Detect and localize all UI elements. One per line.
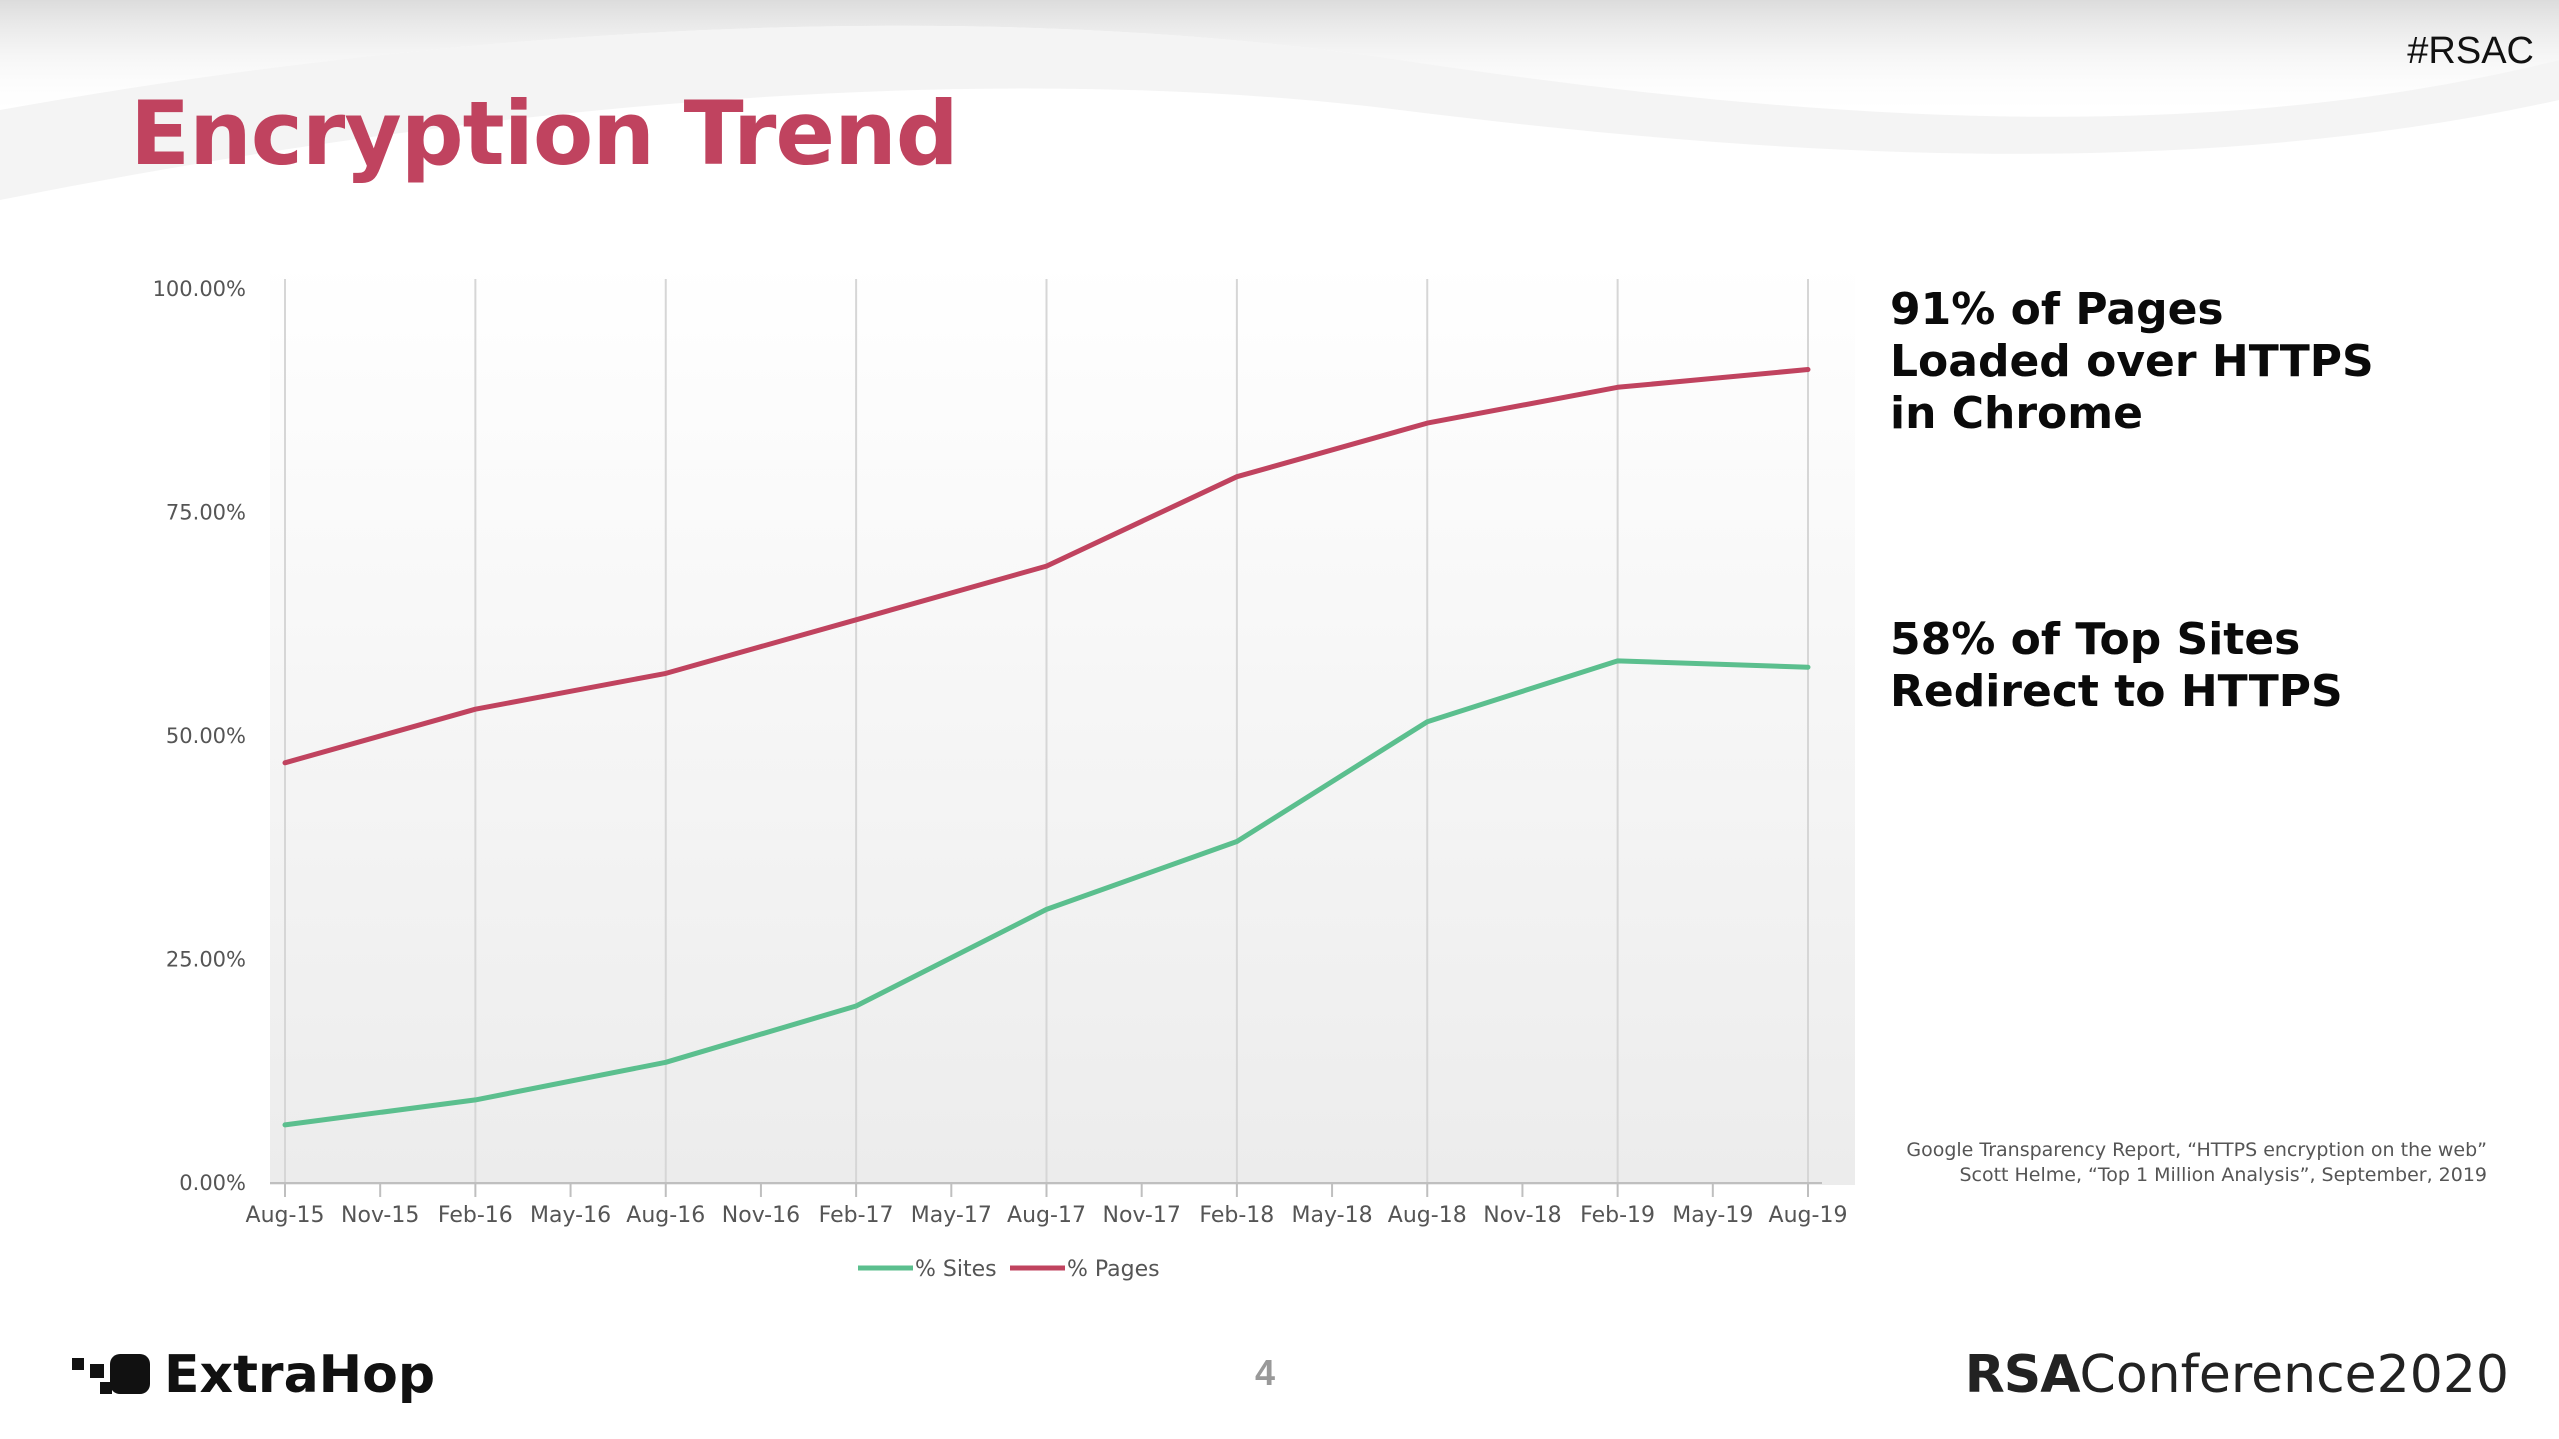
x-tick-label: May-19 (1672, 1203, 1753, 1228)
conference-wordmark: Conference2020 (2079, 1345, 2509, 1405)
plot-area (270, 260, 1855, 1185)
x-tick-label: May-17 (911, 1203, 992, 1228)
callout-sites-line: Redirect to HTTPS (1890, 666, 2343, 717)
rsa-wordmark: RSA (1964, 1345, 2081, 1405)
x-tick-label: Feb-16 (438, 1203, 513, 1228)
extrahop-mark-icon (72, 1354, 150, 1394)
source-line: Google Transparency Report, “HTTPS encry… (1906, 1139, 2487, 1161)
extrahop-logo: ExtraHop (72, 1340, 435, 1410)
callout-pages-line: 91% of Pages (1890, 284, 2224, 335)
extrahop-wordmark: ExtraHop (164, 1345, 436, 1405)
x-tick-label: Nov-17 (1103, 1203, 1181, 1228)
background-swoosh (0, 0, 2559, 201)
slide-title: Encryption Trend (130, 82, 959, 185)
x-tick-label: Nov-18 (1483, 1203, 1561, 1228)
x-tick-label: Aug-16 (626, 1203, 705, 1228)
x-tick-label: Aug-18 (1388, 1203, 1467, 1228)
legend-label: % Pages (1067, 1257, 1160, 1282)
y-tick-label: 25.00% (166, 948, 246, 972)
x-tick-label: May-16 (530, 1203, 611, 1228)
source-citations: Google Transparency Report, “HTTPS encry… (1906, 1138, 2487, 1188)
callout-pages-line: Loaded over HTTPS (1890, 336, 2374, 387)
x-tick-label: Feb-19 (1580, 1203, 1655, 1228)
callout-pages: 91% of Pages Loaded over HTTPS in Chrome (1890, 284, 2374, 440)
x-tick-label: Nov-16 (722, 1203, 800, 1228)
source-line: Scott Helme, “Top 1 Million Analysis”, S… (1959, 1164, 2487, 1186)
y-tick-label: 100.00% (153, 277, 246, 301)
y-tick-label: 50.00% (166, 724, 246, 748)
page-number: 4 (1255, 1352, 1276, 1393)
y-tick-label: 75.00% (166, 501, 246, 525)
x-tick-label: May-18 (1292, 1203, 1373, 1228)
x-tick-label: Aug-15 (246, 1203, 325, 1228)
y-tick-label: 0.00% (179, 1171, 246, 1195)
x-tick-label: Aug-19 (1769, 1203, 1848, 1228)
x-tick-label: Nov-15 (341, 1203, 419, 1228)
x-tick-label: Feb-18 (1199, 1203, 1274, 1228)
callout-sites-line: 58% of Top Sites (1890, 614, 2301, 665)
legend-label: % Sites (915, 1257, 997, 1282)
x-tick-label: Feb-17 (819, 1203, 894, 1228)
x-tick-label: Aug-17 (1007, 1203, 1086, 1228)
rsa-conference-logo: RSA Conference2020 (1965, 1340, 2509, 1410)
rsac-hashtag: #RSAC (2407, 30, 2534, 72)
callout-sites: 58% of Top Sites Redirect to HTTPS (1890, 614, 2343, 718)
callout-pages-line: in Chrome (1890, 388, 2143, 439)
